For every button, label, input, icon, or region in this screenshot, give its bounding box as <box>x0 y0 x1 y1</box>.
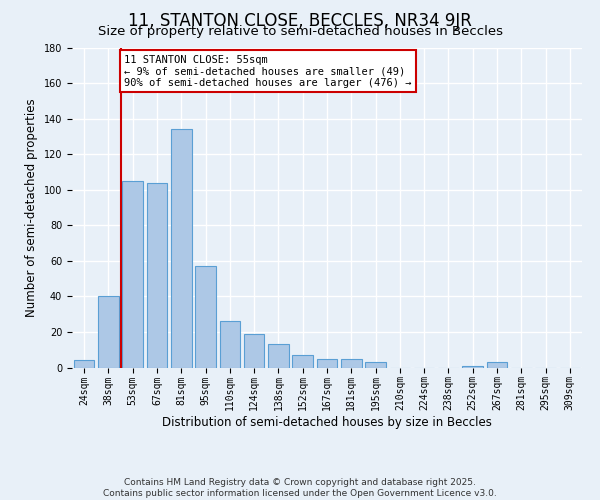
Bar <box>146 182 167 368</box>
Bar <box>195 266 216 368</box>
Bar <box>244 334 265 368</box>
Bar <box>463 366 483 368</box>
Text: 11 STANTON CLOSE: 55sqm
← 9% of semi-detached houses are smaller (49)
90% of sem: 11 STANTON CLOSE: 55sqm ← 9% of semi-det… <box>124 54 412 88</box>
Bar <box>171 130 191 368</box>
X-axis label: Distribution of semi-detached houses by size in Beccles: Distribution of semi-detached houses by … <box>162 416 492 429</box>
Y-axis label: Number of semi-detached properties: Number of semi-detached properties <box>25 98 38 317</box>
Bar <box>487 362 508 368</box>
Bar <box>317 358 337 368</box>
Text: Size of property relative to semi-detached houses in Beccles: Size of property relative to semi-detach… <box>97 25 503 38</box>
Bar <box>341 358 362 368</box>
Bar <box>365 362 386 368</box>
Bar <box>220 322 240 368</box>
Bar <box>74 360 94 368</box>
Text: Contains HM Land Registry data © Crown copyright and database right 2025.
Contai: Contains HM Land Registry data © Crown c… <box>103 478 497 498</box>
Text: 11, STANTON CLOSE, BECCLES, NR34 9JR: 11, STANTON CLOSE, BECCLES, NR34 9JR <box>128 12 472 30</box>
Bar <box>292 355 313 368</box>
Bar <box>98 296 119 368</box>
Bar <box>268 344 289 368</box>
Bar <box>122 181 143 368</box>
